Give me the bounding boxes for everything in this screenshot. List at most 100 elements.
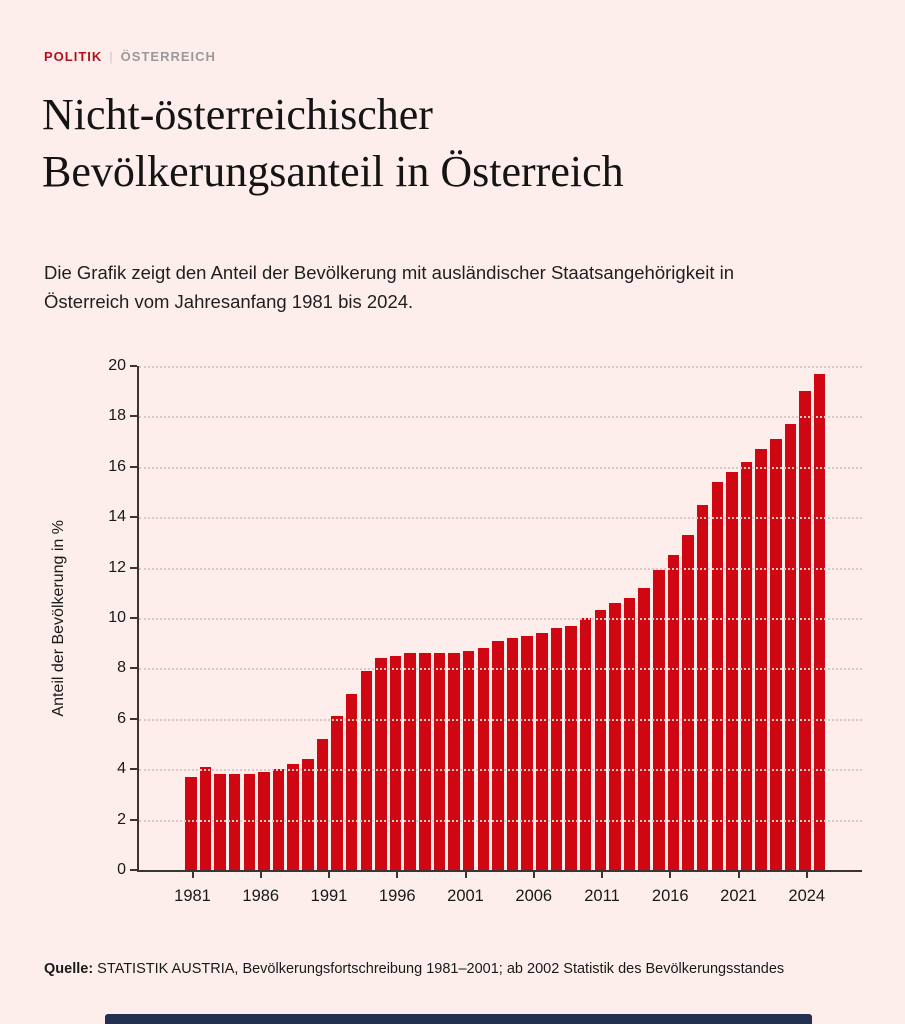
chart-description: Die Grafik zeigt den Anteil der Bevölker… <box>44 262 735 312</box>
y-tick-mark-4 <box>130 768 137 771</box>
y-tick-label-20: 20 <box>108 357 126 374</box>
bar-1992 <box>345 693 358 870</box>
gridline-14 <box>139 517 862 520</box>
bar-1995 <box>389 655 402 870</box>
y-tick-mark-8 <box>130 667 137 670</box>
bar-1985 <box>243 774 255 870</box>
bar-1996 <box>404 653 416 870</box>
bar-2006 <box>550 628 563 870</box>
y-tick-mark-10 <box>130 617 137 619</box>
bar-2009 <box>594 610 606 870</box>
x-tick-mark-1986 <box>259 870 262 878</box>
gridline-4 <box>139 769 862 772</box>
bar-1991 <box>331 716 343 870</box>
x-tick-label-1991: 1991 <box>310 887 348 905</box>
x-tick-label-1996: 1996 <box>378 887 416 905</box>
y-tick-label-12: 12 <box>108 558 126 576</box>
bar-2019 <box>740 461 753 870</box>
y-tick-label-8: 8 <box>117 659 126 677</box>
plot-area: 0 2 4 6 8 10 12 14 16 18 20 1981 1986 1991 1996 2001 200… <box>108 357 862 905</box>
category-label[interactable]: POLITIK <box>44 49 103 64</box>
bar-2003 <box>506 638 519 870</box>
x-tick-label-2001: 2001 <box>447 887 484 905</box>
x-tick-mark-1991 <box>328 870 330 878</box>
x-tick-mark-2024 <box>805 870 808 878</box>
y-tick-mark-20 <box>130 365 137 367</box>
bar-2018 <box>726 471 738 870</box>
x-tick-label-2021: 2021 <box>720 887 757 905</box>
bar-2015 <box>682 534 694 870</box>
bar-1999 <box>448 653 460 870</box>
region-label[interactable]: ÖSTERREICH <box>120 49 216 64</box>
y-tick-label-10: 10 <box>108 609 126 626</box>
y-tick-label-2: 2 <box>117 810 126 828</box>
bar-1997 <box>419 653 431 870</box>
page-title: Nicht-österreichischer Bevölkerungsantei… <box>42 90 624 196</box>
gridline-12 <box>139 567 862 570</box>
y-tick-mark-18 <box>130 415 137 418</box>
y-tick-mark-14 <box>130 516 137 519</box>
bar-1983 <box>214 774 226 870</box>
bar-2012 <box>638 587 650 870</box>
gridline-2 <box>139 819 862 822</box>
y-tick-label-18: 18 <box>108 407 126 425</box>
bar-2024 <box>813 373 826 870</box>
x-tick-mark-1996 <box>396 870 399 878</box>
x-tick-label-2006: 2006 <box>515 887 553 905</box>
gridline-18 <box>139 416 862 419</box>
x-tick-mark-2016 <box>669 870 672 878</box>
gridline-16 <box>139 466 862 469</box>
bar-1998 <box>433 653 446 870</box>
y-tick-label-16: 16 <box>108 457 126 475</box>
gridline-6 <box>139 718 862 721</box>
bar-2014 <box>667 555 680 870</box>
y-tick-mark-12 <box>130 566 137 569</box>
y-tick-label-14: 14 <box>108 508 126 526</box>
x-tick-label-2016: 2016 <box>651 887 689 905</box>
source-label: Quelle: <box>44 961 94 977</box>
bar-2011 <box>623 597 636 870</box>
gridline-20 <box>139 366 862 368</box>
gridline-10 <box>139 618 862 620</box>
source-note: Quelle: STATISTIK AUSTRIA, Bevölkerungsfo… <box>44 959 874 979</box>
bar-2001 <box>477 648 489 870</box>
bar-2021 <box>770 439 782 870</box>
x-tick-label-1981: 1981 <box>174 887 211 905</box>
x-tick-mark-2021 <box>737 870 740 878</box>
footer-band <box>105 1014 812 1024</box>
bar-2022 <box>784 423 797 870</box>
x-tick-mark-2011 <box>601 870 603 878</box>
bar-1994 <box>375 658 387 870</box>
bar-1984 <box>228 774 241 870</box>
bar-2000 <box>462 650 475 870</box>
bar-2020 <box>755 449 767 870</box>
x-tick-mark-2001 <box>464 870 467 878</box>
x-tick-label-2011: 2011 <box>584 887 620 905</box>
bar-2002 <box>492 640 504 870</box>
bar-2004 <box>521 635 533 870</box>
y-tick-label-0: 0 <box>117 861 126 878</box>
bar-2023 <box>799 391 811 870</box>
y-tick-mark-6 <box>130 717 137 720</box>
bar-1989 <box>302 759 314 870</box>
bar-1988 <box>287 764 299 870</box>
bar-2010 <box>609 602 621 870</box>
y-tick-mark-16 <box>130 465 137 468</box>
x-tick-mark-1981 <box>191 870 194 878</box>
source-text: STATISTIK AUSTRIA, Bevölkerungsfortschre… <box>97 961 785 977</box>
y-tick-mark-0 <box>130 869 137 871</box>
breadcrumb-separator: | <box>109 49 114 64</box>
bar-2016 <box>696 504 709 870</box>
bar-1982 <box>199 766 212 870</box>
bar-2008 <box>579 618 592 870</box>
bar-series <box>185 366 826 870</box>
gridline-8 <box>139 668 862 671</box>
y-tick-label-4: 4 <box>117 760 126 778</box>
y-tick-mark-2 <box>130 818 137 821</box>
bar-2017 <box>711 481 723 870</box>
bar-1981 <box>185 776 197 870</box>
breadcrumb: POLITIK | ÖSTERREICH <box>44 49 216 64</box>
bar-chart: Anteil der Bevölkerung in % 0 2 4 6 8 10 12 14 1… <box>0 355 905 925</box>
bar-2007 <box>565 625 577 870</box>
